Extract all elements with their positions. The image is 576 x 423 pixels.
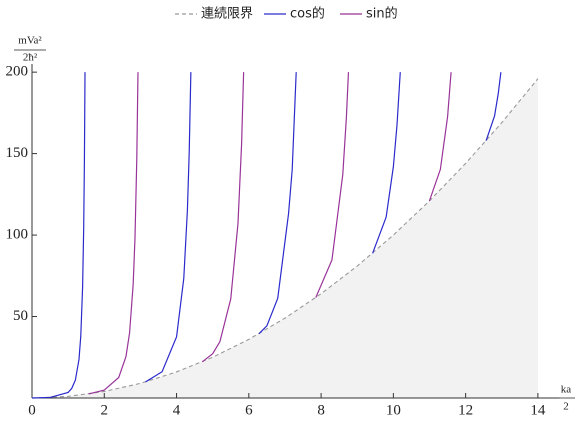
x-tick-label: 14 [530, 402, 546, 418]
legend-label: sin的 [366, 6, 398, 22]
legend-label: cos的 [290, 6, 325, 22]
x-tick-label: 10 [386, 402, 401, 418]
y-tick-label: 150 [6, 145, 29, 161]
y-tick-label: 50 [13, 308, 28, 324]
x-label-numerator: ka [561, 384, 572, 396]
x-label-denominator: 2 [563, 401, 569, 413]
y-label-numerator: mVa² [18, 35, 42, 47]
x-tick-label: 8 [317, 402, 325, 418]
x-tick-label: 12 [458, 402, 473, 418]
series-line [31, 78, 539, 399]
x-tick-label: 4 [173, 402, 181, 418]
y-label-denominator: 2ħ² [23, 52, 38, 64]
x-tick-label: 2 [101, 402, 109, 418]
series-line [31, 72, 502, 399]
y-tick-label: 200 [6, 64, 29, 80]
x-tick-label: 0 [28, 402, 36, 418]
x-tick-label: 6 [245, 402, 253, 418]
continuum-area [32, 78, 538, 398]
y-tick-label: 100 [6, 227, 29, 243]
series-line [88, 72, 452, 395]
legend-label: 連続限界 [201, 7, 253, 22]
